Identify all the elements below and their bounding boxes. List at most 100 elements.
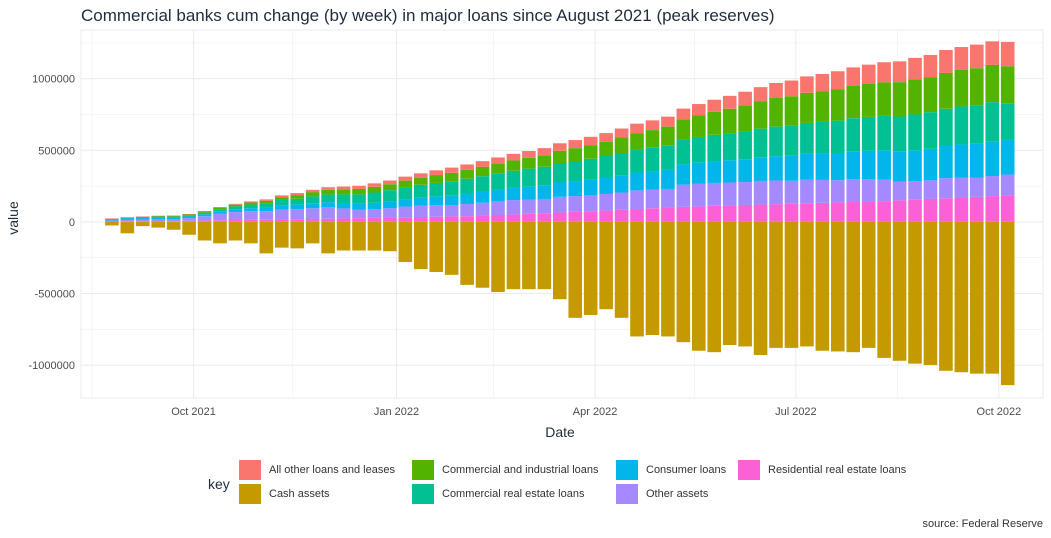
- bar-consumer-loans: [135, 218, 150, 220]
- x-axis-ticks: Oct 2021 Jan 2022 Apr 2022 Jul 2022 Oct 2022: [171, 406, 1021, 418]
- bar-consumer-loans: [491, 189, 505, 202]
- bar-residential-real-estate-loans: [831, 202, 845, 222]
- bar-commercial-real-estate-loans: [491, 173, 505, 190]
- bar-commercial-real-estate-loans: [135, 217, 150, 219]
- bar-other-assets: [877, 179, 891, 202]
- bar-commercial-real-estate-loans: [800, 122, 814, 154]
- bar-cash-assets: [321, 221, 335, 254]
- y-tick-label: -1000000: [29, 360, 76, 372]
- bar-consumer-loans: [259, 207, 274, 212]
- legend-label: Consumer loans: [646, 464, 727, 476]
- bar-all-other-loans-and-leases: [738, 91, 752, 106]
- bar-consumer-loans: [383, 201, 397, 209]
- bar-commercial-and-industrial-loans: [614, 137, 629, 154]
- bar-commercial-and-industrial-loans: [599, 141, 613, 157]
- bar-residential-real-estate-loans: [877, 201, 891, 222]
- bar-all-other-loans-and-leases: [846, 67, 861, 86]
- bar-residential-real-estate-loans: [522, 213, 536, 222]
- bar-consumer-loans: [197, 214, 212, 217]
- bar-commercial-real-estate-loans: [784, 125, 799, 156]
- y-tick-label: 0: [69, 217, 75, 229]
- bar-all-other-loans-and-leases: [954, 47, 969, 70]
- bar-cash-assets: [135, 221, 150, 227]
- bar-commercial-and-industrial-loans: [1000, 66, 1015, 104]
- bar-residential-real-estate-loans: [491, 215, 505, 222]
- bar-consumer-loans: [707, 161, 722, 183]
- bar-cash-assets: [537, 221, 552, 290]
- bar-all-other-loans-and-leases: [676, 108, 691, 120]
- bar-consumer-loans: [460, 193, 474, 204]
- bar-commercial-and-industrial-loans: [923, 77, 938, 113]
- bar-residential-real-estate-loans: [753, 204, 768, 222]
- bar-all-other-loans-and-leases: [475, 161, 490, 167]
- legend-item-commercial-real-estate-loans: Commercial real estate loans: [412, 484, 584, 504]
- bar-cash-assets: [491, 221, 505, 293]
- bar-other-assets: [166, 219, 181, 222]
- bar-commercial-and-industrial-loans: [135, 216, 150, 218]
- bar-consumer-loans: [537, 185, 552, 199]
- bar-all-other-loans-and-leases: [599, 133, 613, 142]
- bar-residential-real-estate-loans: [892, 200, 907, 222]
- bar-all-other-loans-and-leases: [367, 183, 382, 187]
- bar-cash-assets: [367, 221, 382, 251]
- bar-commercial-real-estate-loans: [537, 166, 552, 186]
- bar-commercial-real-estate-loans: [970, 105, 984, 144]
- bar-other-assets: [552, 196, 567, 213]
- x-tick-label: Oct 2022: [977, 406, 1022, 418]
- bar-commercial-and-industrial-loans: [228, 204, 243, 207]
- bar-all-other-loans-and-leases: [182, 214, 196, 215]
- bar-commercial-and-industrial-loans: [738, 105, 752, 132]
- bar-commercial-real-estate-loans: [352, 194, 366, 204]
- bar-consumer-loans: [475, 191, 490, 203]
- bar-commercial-real-estate-loans: [738, 131, 752, 160]
- bar-consumer-loans: [444, 195, 459, 205]
- bar-consumer-loans: [182, 216, 196, 219]
- bar-all-other-loans-and-leases: [290, 193, 305, 196]
- bar-residential-real-estate-loans: [661, 207, 675, 222]
- bar-consumer-loans: [954, 144, 969, 178]
- bar-cash-assets: [769, 221, 783, 348]
- y-axis-title: value: [5, 201, 21, 235]
- bar-commercial-and-industrial-loans: [692, 115, 706, 137]
- bar-consumer-loans: [614, 175, 629, 193]
- x-tick-label: Apr 2022: [573, 406, 618, 418]
- bar-commercial-real-estate-loans: [722, 133, 737, 161]
- bar-consumer-loans: [630, 172, 644, 191]
- bars: [105, 41, 1015, 386]
- bar-commercial-real-estate-loans: [259, 203, 274, 208]
- legend-swatch: [412, 484, 434, 504]
- bar-cash-assets: [661, 221, 675, 337]
- bar-commercial-real-estate-loans: [892, 116, 907, 152]
- bar-commercial-real-estate-loans: [661, 145, 675, 170]
- bar-commercial-and-industrial-loans: [506, 160, 521, 171]
- bar-cash-assets: [846, 221, 861, 353]
- bar-commercial-and-industrial-loans: [784, 96, 799, 126]
- y-tick-label: 500000: [38, 145, 75, 157]
- bar-cash-assets: [676, 221, 691, 343]
- bar-commercial-real-estate-loans: [831, 120, 845, 154]
- bar-all-other-loans-and-leases: [583, 136, 598, 146]
- bar-residential-real-estate-loans: [800, 203, 814, 222]
- bar-commercial-real-estate-loans: [1000, 103, 1015, 140]
- bar-commercial-real-estate-loans: [815, 121, 830, 154]
- bar-other-assets: [831, 180, 845, 203]
- bar-commercial-real-estate-loans: [244, 204, 258, 209]
- x-tick-label: Oct 2021: [171, 406, 216, 418]
- bar-residential-real-estate-loans: [954, 197, 969, 222]
- bar-residential-real-estate-loans: [861, 201, 876, 222]
- bar-commercial-and-industrial-loans: [383, 184, 397, 191]
- bar-other-assets: [290, 209, 305, 220]
- legend-label: Commercial real estate loans: [442, 488, 585, 500]
- bar-other-assets: [985, 176, 1000, 197]
- bar-other-assets: [213, 213, 227, 221]
- bar-cash-assets: [939, 221, 953, 371]
- bar-residential-real-estate-loans: [429, 216, 444, 222]
- bar-consumer-loans: [398, 199, 413, 207]
- bar-other-assets: [321, 207, 335, 219]
- bar-other-assets: [661, 188, 675, 208]
- bar-residential-real-estate-loans: [274, 219, 289, 222]
- bar-residential-real-estate-loans: [568, 211, 583, 222]
- bar-other-assets: [305, 208, 320, 220]
- bar-cash-assets: [831, 221, 845, 352]
- bar-residential-real-estate-loans: [815, 202, 830, 222]
